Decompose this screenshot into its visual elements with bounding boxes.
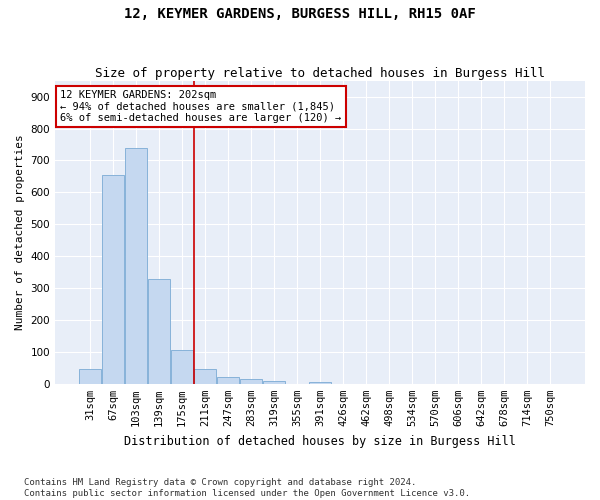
- Text: 12, KEYMER GARDENS, BURGESS HILL, RH15 0AF: 12, KEYMER GARDENS, BURGESS HILL, RH15 0…: [124, 8, 476, 22]
- Bar: [309, 382, 331, 384]
- Bar: [240, 380, 262, 384]
- Bar: [148, 279, 170, 384]
- X-axis label: Distribution of detached houses by size in Burgess Hill: Distribution of detached houses by size …: [124, 434, 516, 448]
- Bar: [194, 369, 216, 384]
- Bar: [102, 175, 124, 384]
- Text: Contains HM Land Registry data © Crown copyright and database right 2024.
Contai: Contains HM Land Registry data © Crown c…: [24, 478, 470, 498]
- Text: 12 KEYMER GARDENS: 202sqm
← 94% of detached houses are smaller (1,845)
6% of sem: 12 KEYMER GARDENS: 202sqm ← 94% of detac…: [61, 90, 341, 123]
- Bar: [171, 350, 193, 384]
- Bar: [263, 381, 285, 384]
- Y-axis label: Number of detached properties: Number of detached properties: [15, 134, 25, 330]
- Bar: [217, 377, 239, 384]
- Bar: [79, 369, 101, 384]
- Title: Size of property relative to detached houses in Burgess Hill: Size of property relative to detached ho…: [95, 66, 545, 80]
- Bar: [125, 148, 147, 384]
